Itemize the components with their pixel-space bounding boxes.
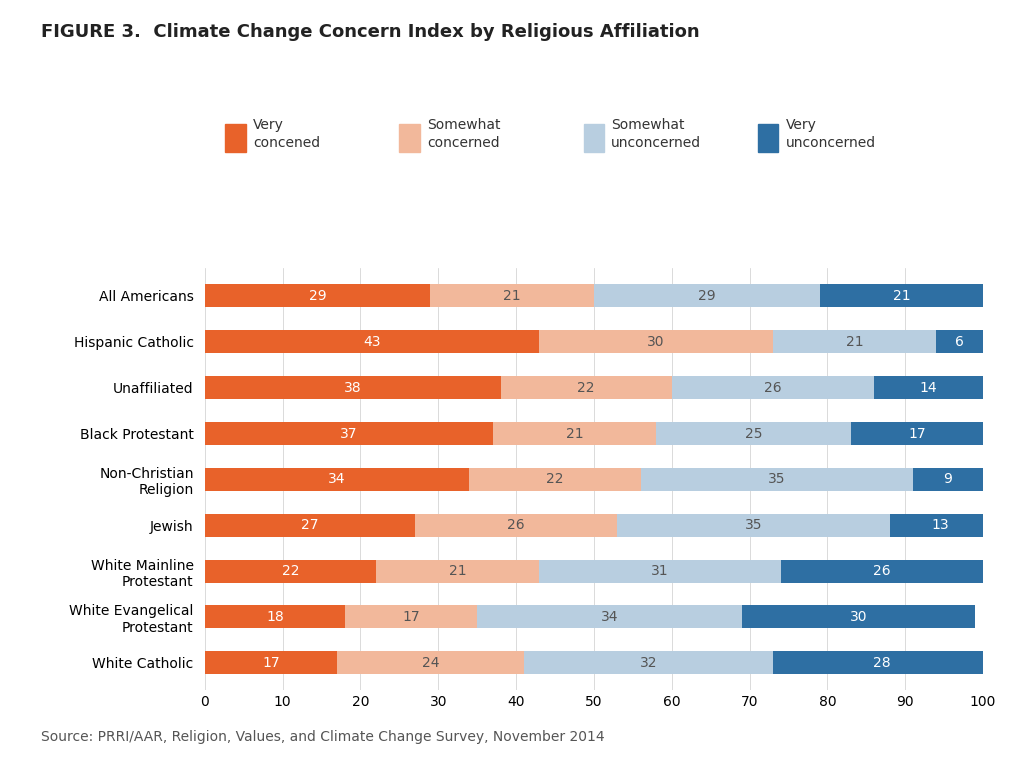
Text: 9: 9 — [943, 472, 952, 486]
Bar — [773, 651, 991, 674]
Bar — [851, 422, 983, 445]
Bar — [656, 422, 851, 445]
Text: 21: 21 — [893, 289, 910, 303]
Bar — [205, 376, 501, 399]
Text: 21: 21 — [846, 335, 863, 349]
Bar — [741, 605, 975, 628]
Bar — [205, 285, 430, 308]
Text: 21: 21 — [449, 564, 467, 578]
Text: Very
unconcerned: Very unconcerned — [785, 118, 876, 150]
Bar — [773, 331, 936, 354]
Text: 34: 34 — [329, 472, 346, 486]
Text: 25: 25 — [744, 426, 762, 440]
Text: 13: 13 — [932, 518, 949, 532]
Bar — [540, 560, 780, 583]
Bar — [376, 560, 540, 583]
Text: 32: 32 — [640, 656, 657, 670]
Text: Source: PRRI/AAR, Religion, Values, and Climate Change Survey, November 2014: Source: PRRI/AAR, Religion, Values, and … — [41, 730, 604, 744]
Bar — [205, 605, 345, 628]
Bar — [493, 422, 656, 445]
Text: 22: 22 — [282, 564, 299, 578]
Text: 21: 21 — [565, 426, 584, 440]
Bar — [936, 331, 983, 354]
Text: 35: 35 — [744, 518, 762, 532]
Bar — [672, 376, 874, 399]
Text: 18: 18 — [266, 610, 284, 624]
Bar — [345, 605, 477, 628]
Text: 30: 30 — [850, 610, 867, 624]
Text: 28: 28 — [873, 656, 891, 670]
Text: 43: 43 — [364, 335, 381, 349]
Bar — [819, 285, 983, 308]
Text: 17: 17 — [908, 426, 926, 440]
Text: 31: 31 — [651, 564, 669, 578]
Bar — [641, 468, 913, 491]
Bar — [594, 285, 819, 308]
Bar — [540, 331, 773, 354]
Text: 29: 29 — [309, 289, 327, 303]
Bar — [205, 422, 493, 445]
Bar — [477, 605, 741, 628]
Text: 38: 38 — [344, 380, 361, 395]
Bar — [501, 376, 672, 399]
Text: Very
concened: Very concened — [253, 118, 321, 150]
Text: 26: 26 — [764, 380, 781, 395]
Bar — [890, 514, 991, 537]
Text: 21: 21 — [504, 289, 521, 303]
Text: 6: 6 — [955, 335, 965, 349]
Bar — [337, 651, 524, 674]
Bar — [913, 468, 983, 491]
Bar — [617, 514, 890, 537]
Bar — [205, 468, 469, 491]
Bar — [205, 560, 376, 583]
Text: 37: 37 — [340, 426, 357, 440]
Text: 17: 17 — [402, 610, 420, 624]
Text: 26: 26 — [873, 564, 891, 578]
Text: 24: 24 — [422, 656, 439, 670]
Bar — [469, 468, 641, 491]
Bar — [205, 331, 540, 354]
Bar — [780, 560, 983, 583]
Text: FIGURE 3.  Climate Change Concern Index by Religious Affiliation: FIGURE 3. Climate Change Concern Index b… — [41, 23, 699, 41]
Bar — [205, 651, 337, 674]
Text: 29: 29 — [698, 289, 716, 303]
Text: 22: 22 — [546, 472, 564, 486]
Bar — [874, 376, 983, 399]
Text: 35: 35 — [768, 472, 785, 486]
Text: 26: 26 — [507, 518, 525, 532]
Text: 22: 22 — [578, 380, 595, 395]
Bar — [415, 514, 617, 537]
Text: 14: 14 — [920, 380, 937, 395]
Bar — [430, 285, 594, 308]
Text: 30: 30 — [647, 335, 665, 349]
Text: Somewhat
unconcerned: Somewhat unconcerned — [611, 118, 701, 150]
Text: 34: 34 — [601, 610, 618, 624]
Text: 27: 27 — [301, 518, 318, 532]
Bar — [524, 651, 773, 674]
Text: Somewhat
concerned: Somewhat concerned — [427, 118, 501, 150]
Bar — [205, 514, 415, 537]
Text: 17: 17 — [262, 656, 280, 670]
